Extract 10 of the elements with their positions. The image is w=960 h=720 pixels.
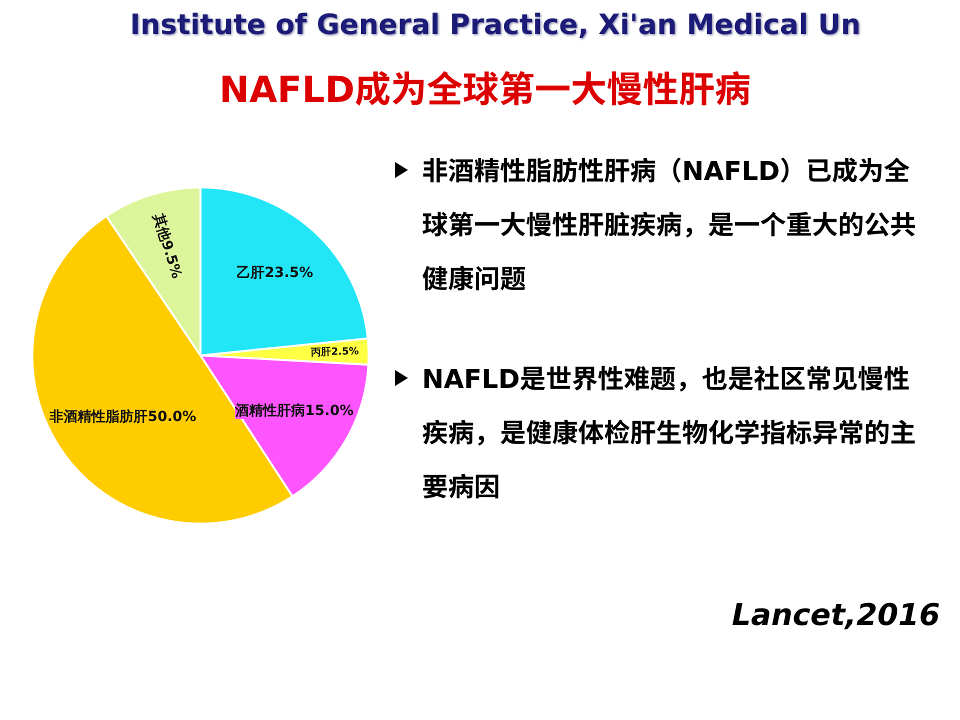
text: Lancet,2016 [730,597,940,635]
slice-label: 丙肝2.5% [310,346,359,358]
text: Institute of General Practice, Xi'an Medical Un [129,7,861,43]
slice-label: 其他9.5% [149,210,184,280]
slice-label: 酒精性肝病15.0% [234,402,354,419]
text: 非酒精性脂肪性肝病（NAFLD）已成为全球第一大慢性肝脏疾病，是一个重大的公共健康问题 [422,156,918,297]
text: NAFLD是世界性难题，也是社区常见慢性疾病，是健康体检肝生物化学指标异常的主要病因 [422,364,918,505]
slice-label: 非酒精性脂肪肝50.0% [48,408,196,425]
text: NAFLD成为全球第一大慢性肝病 [218,69,752,113]
slice-label: 乙肝23.5% [236,265,314,282]
